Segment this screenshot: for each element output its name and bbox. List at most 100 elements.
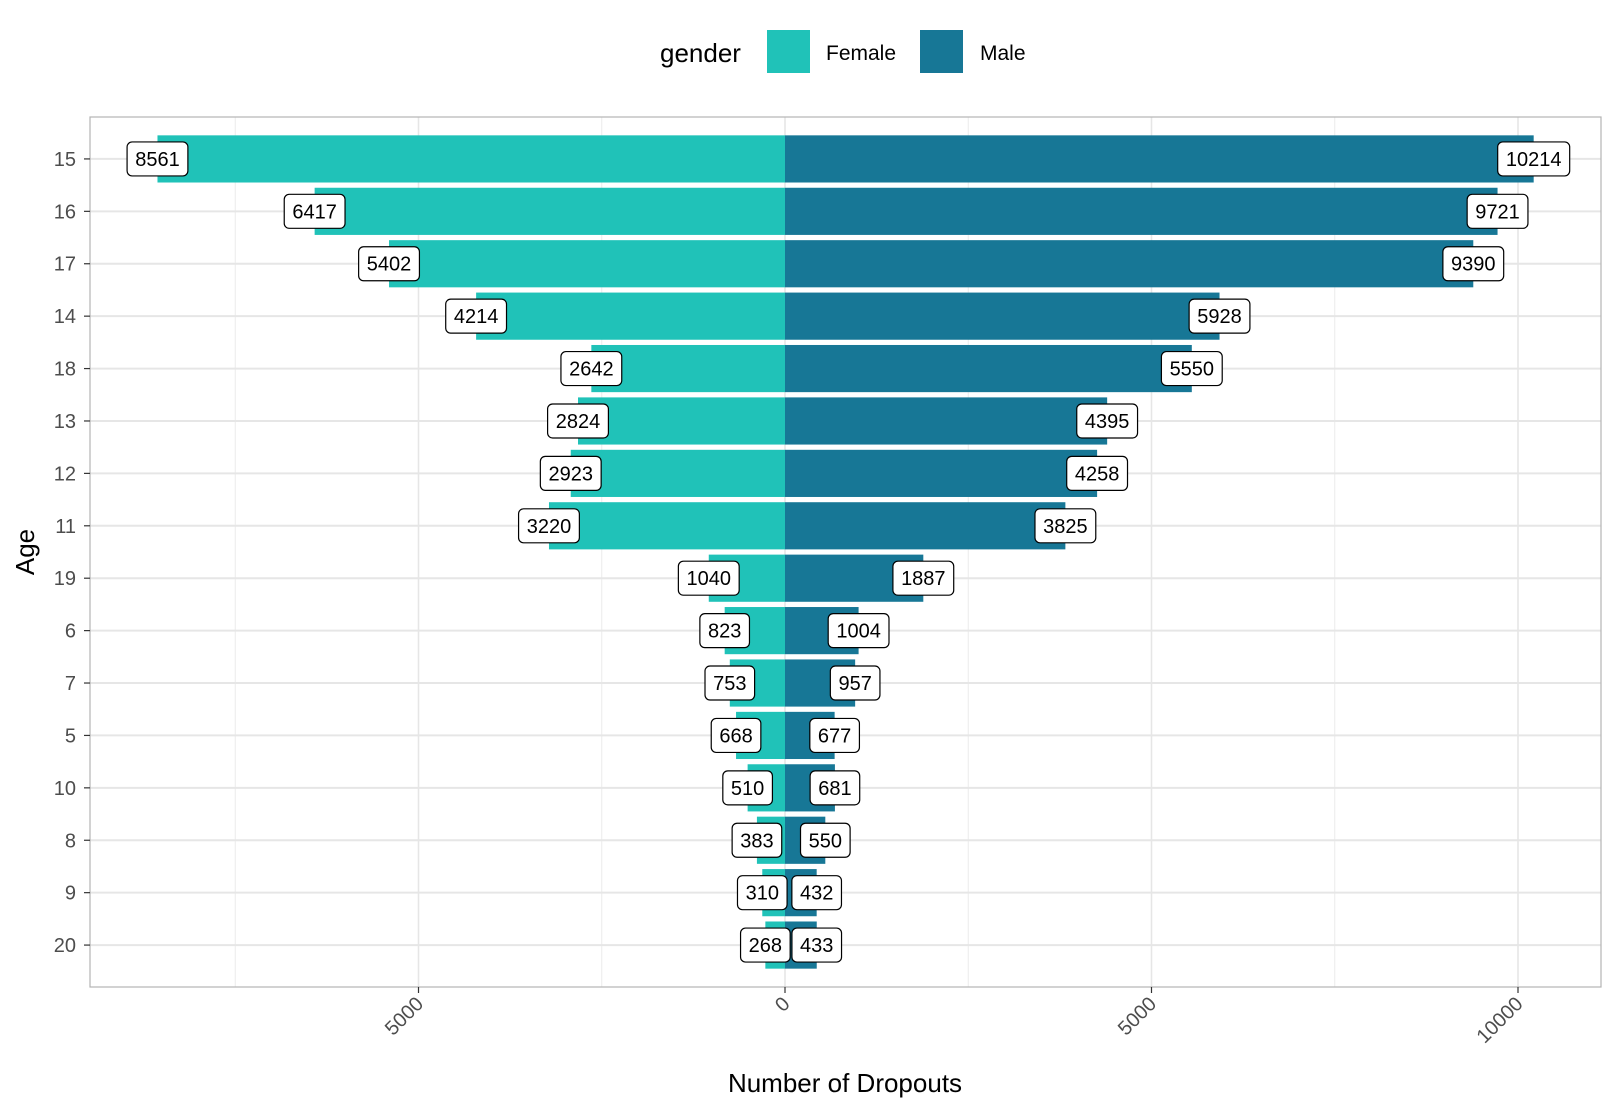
data-label: 432: [800, 883, 833, 905]
data-label-box: [791, 875, 843, 911]
data-label: 2824: [556, 411, 601, 433]
data-label: 1887: [901, 568, 946, 590]
data-label-box: [827, 613, 890, 649]
data-label: 823: [708, 621, 741, 643]
y-tick-label: 5: [65, 725, 76, 747]
data-label: 550: [809, 830, 842, 852]
data-label: 383: [740, 830, 773, 852]
y-tick-label: 20: [54, 935, 76, 957]
bars-layer: [157, 135, 1534, 969]
data-label-box: [539, 455, 602, 491]
data-label-box: [1160, 350, 1223, 387]
data-label-box: [1076, 403, 1139, 439]
bar-male: [785, 397, 1108, 445]
data-label-box: [677, 560, 740, 596]
labels-layer: 8561 6417 5402 4214 2642 2824 2923 3220 1040 823 7…: [126, 141, 1571, 963]
data-label: 310: [746, 883, 779, 905]
data-label: 5402: [367, 254, 412, 276]
bar-female: [476, 292, 785, 340]
data-label: 681: [818, 778, 851, 800]
data-label: 4214: [454, 306, 499, 328]
bar-female: [389, 240, 785, 288]
y-tick-label: 11: [55, 516, 76, 538]
data-label: 5550: [1170, 359, 1215, 381]
data-label-box: [1442, 246, 1505, 282]
data-label: 753: [713, 673, 746, 695]
data-label: 2923: [548, 463, 593, 485]
bar-male: [785, 135, 1534, 183]
x-axis-title: Number of Dropouts: [728, 1068, 962, 1098]
x-tick-label: 10000: [1473, 993, 1528, 1048]
legend-label-male: Male: [980, 42, 1026, 65]
data-label-box: [809, 770, 861, 806]
data-label: 677: [818, 725, 851, 747]
data-label-box: [560, 350, 623, 387]
bar-female: [157, 135, 785, 183]
data-label-box: [445, 298, 508, 334]
data-label: 10214: [1506, 149, 1562, 171]
data-label-box: [1497, 141, 1571, 177]
legend-title: gender: [660, 38, 741, 68]
data-label: 2642: [569, 359, 614, 381]
data-label-box: [731, 822, 783, 858]
data-label: 433: [800, 935, 833, 957]
x-tick-label: 0: [771, 993, 794, 1016]
data-label: 3825: [1043, 516, 1088, 538]
bar-male: [785, 449, 1098, 497]
data-label-box: [710, 717, 762, 754]
y-tick-label: 19: [54, 568, 76, 590]
data-label-box: [704, 665, 756, 701]
data-label: 8561: [135, 149, 180, 171]
data-label: 1040: [687, 568, 732, 590]
panel-border: [89, 116, 1602, 988]
data-label-box: [1188, 298, 1251, 334]
data-label: 6417: [292, 201, 337, 223]
bar-male: [785, 292, 1220, 340]
y-tick-label: 12: [54, 463, 76, 485]
legend-swatch-male: [920, 30, 963, 73]
bar-male: [785, 240, 1474, 288]
data-label-box: [1066, 455, 1129, 491]
data-label-box: [739, 927, 791, 963]
data-label-box: [283, 193, 346, 229]
y-axis-title: Age: [10, 529, 40, 575]
data-label-box: [699, 613, 751, 649]
data-label-box: [517, 508, 580, 544]
bar-female: [314, 187, 785, 235]
y-tick-label: 9: [65, 883, 76, 905]
data-label-box: [126, 141, 189, 177]
bar-male: [785, 187, 1498, 235]
y-tick-label: 16: [54, 201, 76, 223]
data-label-box: [547, 403, 610, 439]
legend-label-female: Female: [826, 42, 896, 65]
data-label-box: [1466, 193, 1529, 229]
legend: gender Female Male: [660, 30, 1026, 73]
y-tick-label: 15: [54, 149, 76, 171]
bar-male: [785, 344, 1192, 393]
bar-female: [570, 449, 785, 497]
data-label: 1004: [836, 621, 881, 643]
y-tick-label: 13: [54, 411, 76, 433]
y-tick-label: 6: [65, 621, 76, 643]
data-label-box: [799, 822, 851, 858]
data-label: 4258: [1075, 463, 1120, 485]
y-tick-label: 8: [65, 830, 76, 852]
data-label: 4395: [1085, 411, 1130, 433]
data-label: 268: [749, 935, 782, 957]
bar-female: [591, 344, 785, 393]
x-tick-label: 5000: [1114, 993, 1161, 1040]
legend-swatch-female: [767, 30, 810, 73]
y-tick-label: 14: [54, 306, 76, 328]
data-label: 9721: [1475, 201, 1520, 223]
data-label-box: [358, 246, 421, 282]
data-label-box: [1034, 508, 1097, 544]
data-label: 957: [838, 673, 871, 695]
data-label: 3220: [527, 516, 572, 538]
y-tick-label: 17: [54, 254, 76, 276]
bar-male: [785, 502, 1066, 550]
x-tick-label: 5000: [381, 993, 428, 1040]
data-label-box: [829, 665, 881, 701]
data-label-box: [722, 770, 774, 806]
data-label-box: [809, 717, 861, 754]
